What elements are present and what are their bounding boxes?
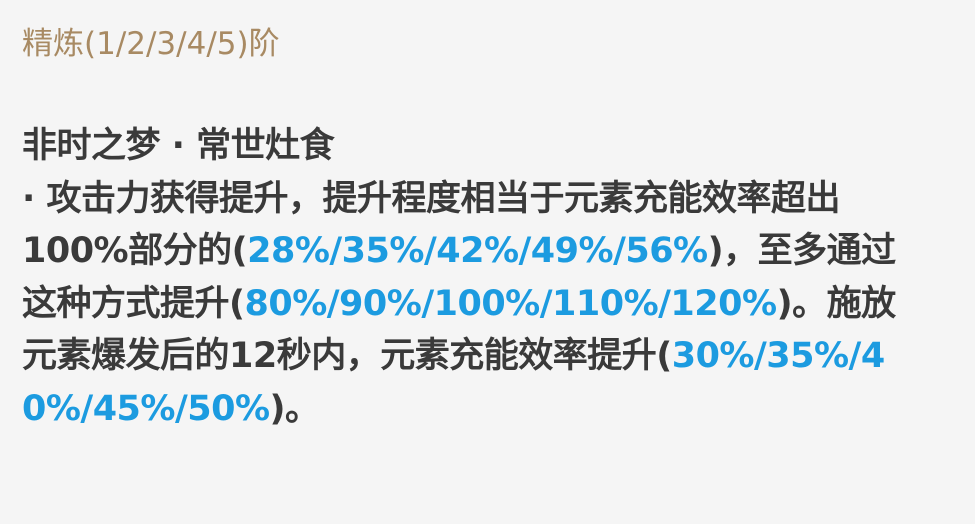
effect-text: )。: [269, 388, 321, 429]
effect-line: · 攻击力获得提升，提升程度相当于元素充能效率超出: [22, 173, 967, 226]
refinement-values: 0%/45%/50%: [22, 388, 270, 429]
refinement-values: 28%/35%/42%/49%/56%: [247, 231, 708, 271]
effect-text: )。施放: [776, 283, 897, 324]
effect-line: 元素爆发后的12秒内，元素充能效率提升(30%/35%/4: [22, 330, 967, 383]
effect-text: 100%部分的(: [22, 231, 248, 271]
refinement-label: 精炼(1/2/3/4/5)阶: [22, 26, 280, 62]
passive-description: 非时之梦 · 常世灶食 · 攻击力获得提升，提升程度相当于元素充能效率超出 100…: [22, 120, 967, 435]
effect-line: 这种方式提升(80%/90%/100%/110%/120%)。施放: [22, 278, 967, 331]
passive-effect-text: · 攻击力获得提升，提升程度相当于元素充能效率超出 100%部分的(28%/35%…: [22, 173, 967, 436]
effect-text: )，至多通过: [707, 231, 897, 271]
effect-line: 100%部分的(28%/35%/42%/49%/56%)，至多通过: [22, 225, 967, 278]
refinement-values: 30%/35%/4: [671, 336, 885, 376]
effect-text: 元素爆发后的12秒内，元素充能效率提升(: [22, 336, 672, 376]
effect-line: 0%/45%/50%)。: [22, 383, 967, 436]
refinement-values: 80%/90%/100%/110%/120%: [244, 283, 778, 324]
passive-name: 非时之梦 · 常世灶食: [22, 126, 335, 166]
effect-text: · 攻击力获得提升，提升程度相当于元素充能效率超出: [22, 178, 840, 219]
effect-text: 这种方式提升(: [22, 283, 245, 324]
